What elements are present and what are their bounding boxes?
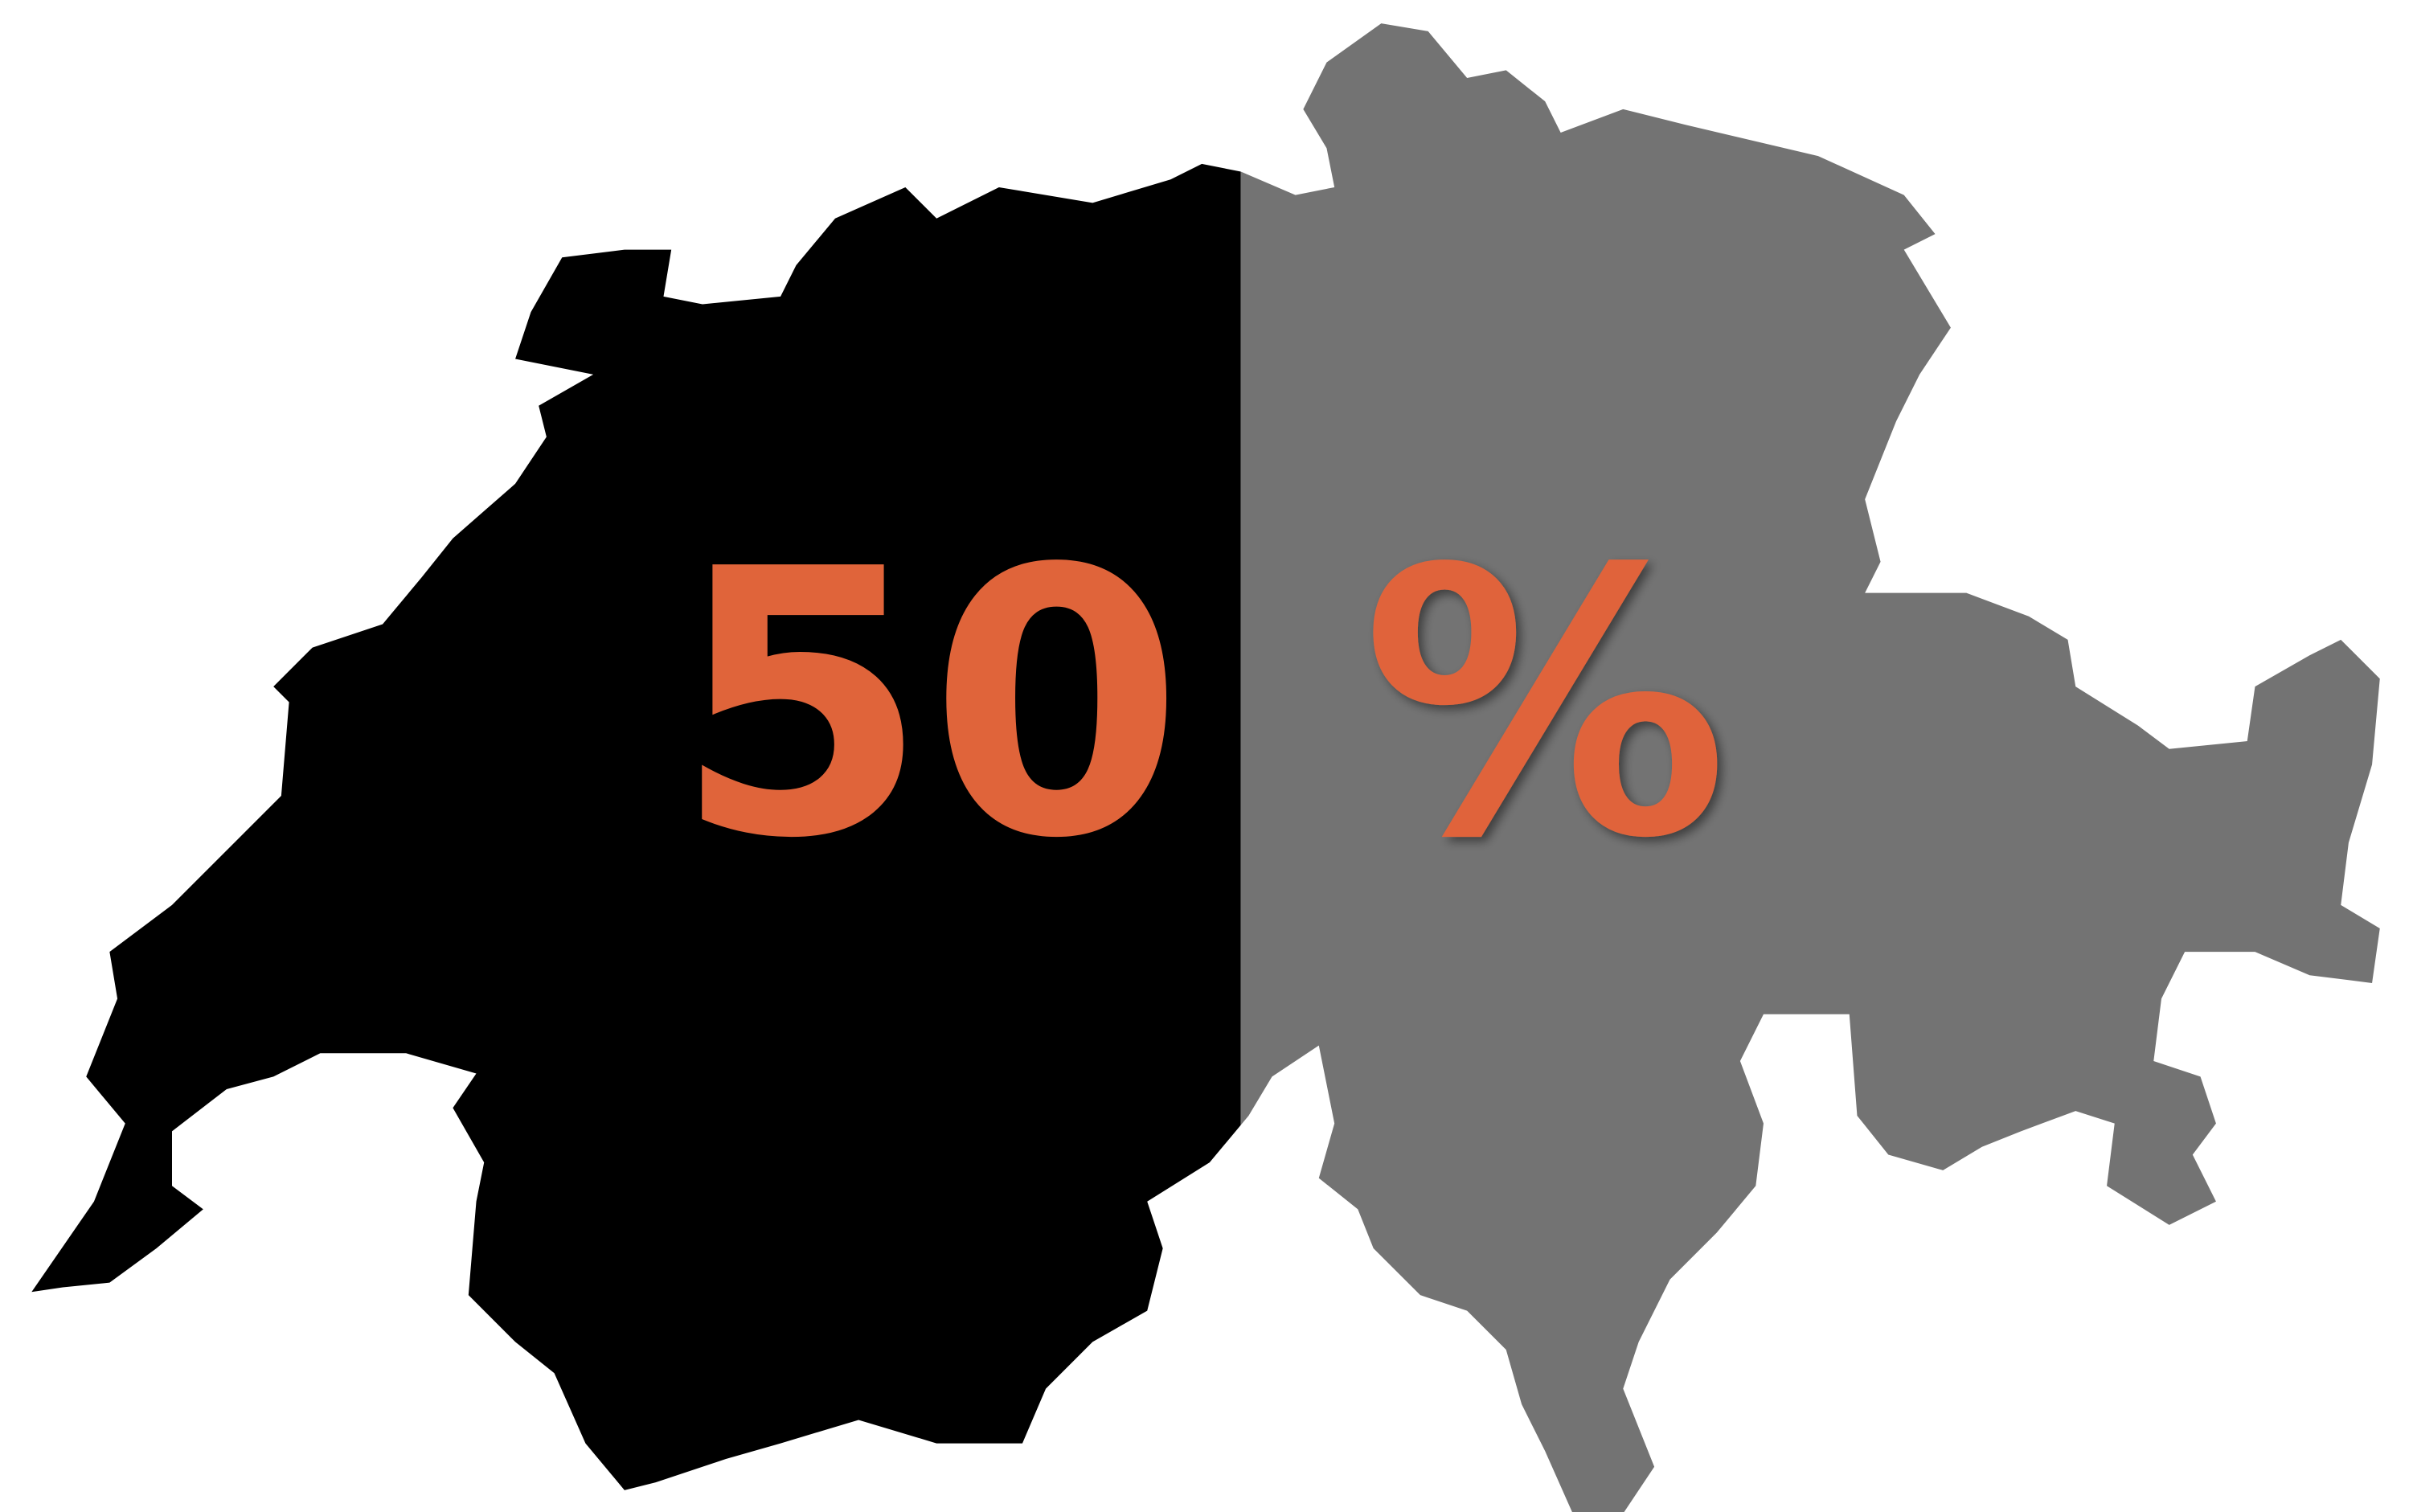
percent-symbol: % [1362, 492, 1729, 919]
percent-number: 50 [674, 492, 1184, 919]
